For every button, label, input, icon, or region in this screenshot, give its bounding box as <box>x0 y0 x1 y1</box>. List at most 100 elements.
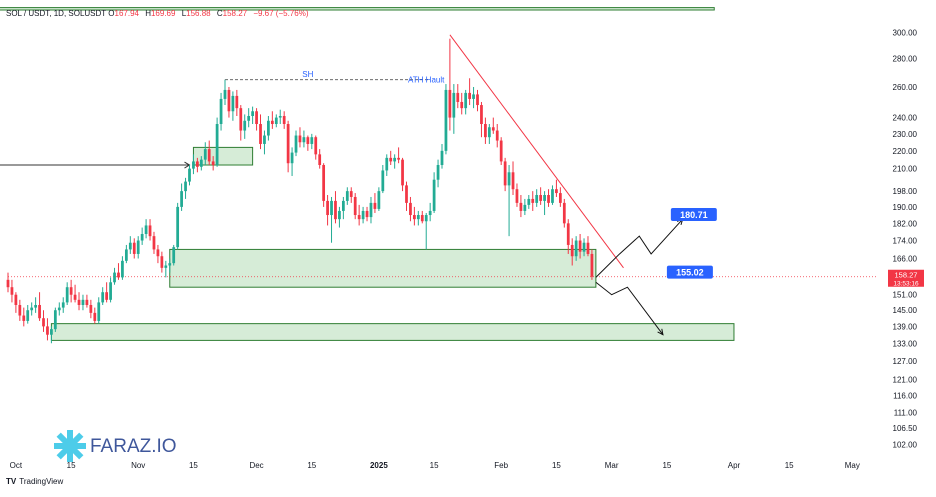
symbol-pair[interactable]: SOL / USDT, 1D, SOLUSDT <box>6 9 107 18</box>
downtrend-line[interactable] <box>449 34 624 269</box>
candle-body <box>385 157 389 171</box>
candle-body <box>77 299 81 305</box>
candle-body <box>566 223 570 245</box>
candle-body <box>511 172 515 190</box>
candle-body <box>318 154 322 166</box>
time-tick-label: 15 <box>430 461 439 470</box>
close-label: C <box>216 9 223 18</box>
candle-body <box>476 94 479 106</box>
price-tick-label: 300.00 <box>893 28 918 37</box>
candle-body <box>282 115 286 125</box>
candle-body <box>14 294 18 305</box>
candle-body <box>121 260 124 278</box>
ath-label: ATH Hault <box>408 76 445 85</box>
candle-body <box>10 287 14 295</box>
candle-body <box>50 329 53 335</box>
callout-upper[interactable]: 180.71 <box>670 208 717 222</box>
candle-body <box>192 161 195 169</box>
time-tick-label: Dec <box>249 461 263 470</box>
close-value: 158.27 <box>222 9 248 18</box>
price-tick-label: 111.00 <box>894 408 918 417</box>
candle-body <box>574 240 578 257</box>
candle-body <box>42 318 45 327</box>
watermark-layer: FARAZ.IO <box>54 430 177 462</box>
candle-body <box>30 307 34 311</box>
price-tick-label: 139.00 <box>893 322 918 331</box>
candle-body <box>499 140 503 162</box>
candle-body <box>306 137 310 144</box>
candle-body <box>105 292 109 300</box>
callout-lower-text: 155.02 <box>676 268 704 278</box>
candle-body <box>247 115 251 121</box>
candle-body <box>570 244 574 257</box>
target-zone-top[interactable] <box>0 7 715 11</box>
axes-layer: 300.00 280.00 260.00 240.00 230.00 220.00 210.… <box>10 28 924 470</box>
candle-body <box>38 304 41 319</box>
candle-body <box>18 304 22 316</box>
candle-body <box>227 89 231 112</box>
candle-body <box>353 196 357 216</box>
candle-body <box>294 135 298 153</box>
candle-body <box>456 92 460 102</box>
candle-body <box>46 326 49 335</box>
time-tick-label: 15 <box>552 461 561 470</box>
candle-body <box>531 198 535 203</box>
price-tick-label: 102.00 <box>893 441 918 450</box>
candle-body <box>357 215 361 220</box>
change-value: −9.67 (−5.76%) <box>253 9 309 18</box>
candle-body <box>270 120 274 125</box>
brand-text: TradingView <box>19 477 64 486</box>
candles-layer <box>6 38 594 344</box>
time-tick-label: Nov <box>131 461 145 470</box>
candle-body <box>527 198 531 205</box>
candle-body <box>69 287 73 295</box>
candle-body <box>440 150 444 166</box>
price-tick-label: 151.00 <box>893 291 918 300</box>
callout-lower[interactable]: 155.02 <box>666 265 713 279</box>
candle-body <box>160 256 164 268</box>
price-tick-label: 260.00 <box>893 83 918 92</box>
support-zone-lower[interactable] <box>50 323 735 341</box>
projection-down-path <box>595 281 664 336</box>
candle-body <box>452 92 456 118</box>
candle-body <box>136 240 140 254</box>
candle-body <box>338 210 341 220</box>
candle-body <box>97 302 101 321</box>
tradingview-brand[interactable]: TV TradingView <box>6 477 63 486</box>
projection-down-path-arrow-icon <box>657 328 664 336</box>
candle-body <box>393 157 397 162</box>
candle-body <box>22 315 26 321</box>
candle-body <box>460 101 464 109</box>
candle-body <box>369 202 373 218</box>
time-tick-label: 15 <box>67 461 76 470</box>
candle-body <box>472 94 475 99</box>
drawings-layer <box>0 34 876 336</box>
time-tick-label: Mar <box>605 461 619 470</box>
time-tick-label: 15 <box>662 461 671 470</box>
candle-body <box>330 200 333 216</box>
candle-body <box>239 108 243 131</box>
candle-body <box>196 161 199 167</box>
candle-body <box>334 200 337 220</box>
candle-body <box>148 225 152 237</box>
candle-body <box>365 210 369 218</box>
callout-lower-bg <box>666 265 713 279</box>
candle-body <box>61 302 65 308</box>
last-price-tag <box>888 269 924 287</box>
candle-body <box>582 242 586 252</box>
candle-body <box>219 98 223 125</box>
candle-body <box>543 195 546 201</box>
faraz-logo-icon <box>54 430 86 462</box>
support-zone-main[interactable] <box>169 248 597 288</box>
candle-body <box>211 161 215 166</box>
price-tick-label: 198.00 <box>893 187 918 196</box>
candle-body <box>128 242 132 250</box>
candle-body <box>377 191 381 209</box>
candle-body <box>586 242 590 254</box>
price-tick-label: 106.50 <box>893 424 918 433</box>
candle-body <box>487 127 491 138</box>
sh-label: SH <box>302 70 313 79</box>
candle-body <box>361 210 365 220</box>
low-label: L <box>181 9 187 18</box>
